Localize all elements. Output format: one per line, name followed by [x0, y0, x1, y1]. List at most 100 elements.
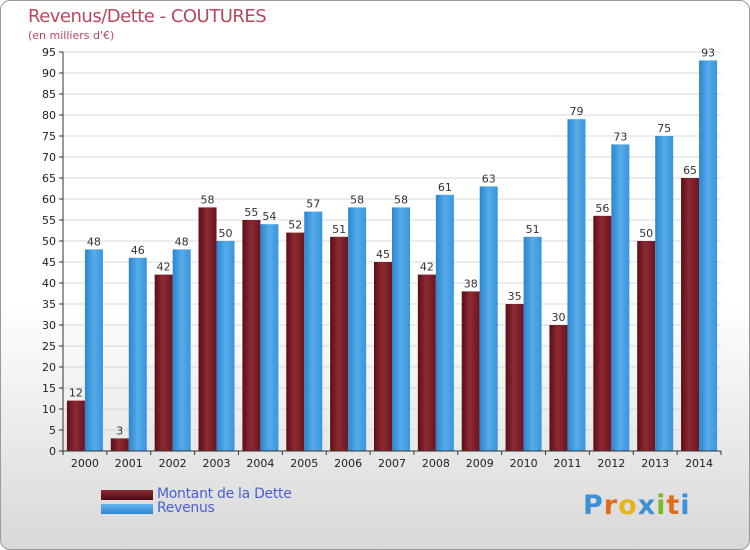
x-tick-label: 2002 [159, 457, 187, 470]
data-label-revenus: 51 [526, 223, 540, 236]
legend-label-dette: Montant de la Dette [157, 486, 292, 502]
data-label-dette: 58 [201, 193, 215, 206]
data-label-revenus: 48 [175, 235, 189, 248]
y-tick-label: 0 [49, 445, 56, 458]
data-label-dette: 56 [595, 202, 609, 215]
data-label-revenus: 58 [350, 193, 364, 206]
bar-dette [637, 241, 656, 451]
bar-revenus [304, 211, 323, 451]
data-label-revenus: 54 [262, 210, 276, 223]
bar-revenus [348, 207, 367, 451]
bar-revenus [172, 249, 191, 451]
x-tick-label: 2013 [641, 457, 669, 470]
bar-revenus [567, 119, 586, 451]
data-label-dette: 50 [639, 227, 653, 240]
y-tick-label: 40 [42, 277, 56, 290]
chart-subtitle: (en milliers d'€) [28, 29, 115, 42]
bar-dette [198, 207, 217, 451]
bar-dette [417, 274, 436, 451]
data-label-dette: 51 [332, 223, 346, 236]
data-label-revenus: 75 [657, 122, 671, 135]
x-tick-label: 2007 [378, 457, 406, 470]
bar-dette [593, 215, 612, 451]
data-label-revenus: 61 [438, 181, 452, 194]
data-label-revenus: 79 [569, 105, 583, 118]
data-label-dette: 12 [69, 387, 83, 400]
data-label-dette: 38 [464, 277, 478, 290]
x-tick-label: 2009 [466, 457, 494, 470]
y-tick-label: 30 [42, 319, 56, 332]
data-label-dette: 30 [551, 311, 565, 324]
legend-label-revenus: Revenus [157, 500, 215, 516]
bar-revenus [128, 257, 147, 451]
y-tick-label: 80 [42, 109, 56, 122]
y-tick-label: 65 [42, 172, 56, 185]
bar-revenus [699, 60, 718, 452]
y-tick-label: 85 [42, 88, 56, 101]
x-tick-label: 2010 [510, 457, 538, 470]
bar-revenus [611, 144, 630, 451]
data-label-dette: 65 [683, 164, 697, 177]
bar-revenus [260, 224, 279, 451]
x-tick-label: 2001 [115, 457, 143, 470]
y-tick-label: 45 [42, 256, 56, 269]
x-tick-label: 2006 [334, 457, 362, 470]
bar-revenus [392, 207, 410, 451]
y-tick-label: 50 [42, 235, 56, 248]
data-label-revenus: 57 [306, 198, 320, 211]
logo-letter: P [583, 490, 604, 521]
y-tick-label: 55 [42, 214, 56, 227]
data-label-revenus: 58 [394, 193, 408, 206]
data-label-dette: 45 [376, 248, 390, 261]
bar-dette [330, 236, 349, 451]
bar-dette [374, 262, 392, 451]
legend-swatch-dette [101, 490, 153, 500]
x-tick-label: 2003 [203, 457, 231, 470]
logo-letter: i [680, 490, 691, 521]
y-tick-label: 75 [42, 130, 56, 143]
y-tick-label: 25 [42, 340, 56, 353]
legend-swatch-revenus [101, 504, 153, 514]
y-tick-label: 5 [49, 424, 56, 437]
data-label-dette: 3 [116, 424, 123, 437]
data-label-revenus: 48 [87, 235, 101, 248]
bar-revenus [479, 186, 498, 451]
bar-dette [242, 220, 261, 451]
bar-revenus [435, 194, 454, 452]
chart-title: Revenus/Dette - COUTURES [28, 6, 267, 27]
x-tick-label: 2012 [597, 457, 625, 470]
y-tick-label: 15 [42, 382, 56, 395]
proxiti-logo: Proxiti [583, 490, 691, 521]
y-tick-label: 60 [42, 193, 56, 206]
data-label-dette: 42 [157, 261, 171, 274]
bar-dette [286, 232, 305, 451]
bar-revenus [523, 236, 542, 451]
y-tick-label: 90 [42, 67, 56, 80]
data-label-revenus: 93 [701, 46, 715, 59]
bar-dette [505, 304, 524, 451]
data-label-revenus: 50 [219, 227, 233, 240]
bar-dette [110, 438, 129, 451]
data-label-revenus: 63 [482, 172, 496, 185]
bar-revenus [84, 249, 103, 451]
x-tick-label: 2004 [246, 457, 274, 470]
logo-letter: x [637, 490, 657, 521]
data-label-dette: 55 [244, 206, 258, 219]
bar-revenus [216, 241, 235, 451]
y-tick-label: 10 [42, 403, 56, 416]
data-label-dette: 42 [420, 261, 434, 274]
logo-letter: i [656, 490, 667, 521]
bar-revenus [655, 136, 674, 451]
x-tick-label: 2000 [71, 457, 99, 470]
data-label-revenus: 73 [613, 130, 627, 143]
logo-letter: r [603, 490, 619, 521]
y-tick-label: 95 [42, 46, 56, 59]
x-tick-label: 2008 [422, 457, 450, 470]
bar-dette [461, 291, 480, 451]
x-tick-label: 2005 [290, 457, 318, 470]
bar-dette [681, 178, 700, 451]
data-label-dette: 35 [508, 290, 522, 303]
y-tick-label: 70 [42, 151, 56, 164]
